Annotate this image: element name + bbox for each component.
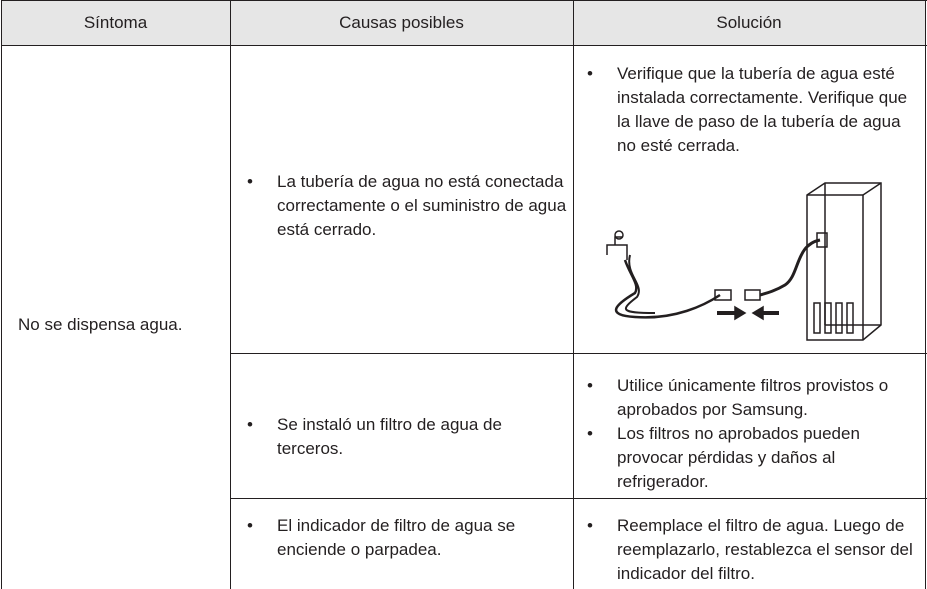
border (230, 0, 231, 589)
border (925, 0, 926, 589)
header-cell: Síntoma (83, 13, 148, 32)
symptom: No se dispensa agua. (18, 315, 183, 334)
header-cell: Solución (716, 13, 782, 32)
header-cell: Causas posibles (339, 13, 464, 32)
cause: La tubería de agua no está conectada cor… (247, 170, 567, 242)
border (230, 498, 927, 499)
solution: Los filtros no aprobados pueden provocar… (587, 422, 917, 494)
illustration (606, 182, 882, 341)
border (230, 353, 927, 354)
border (1, 45, 927, 46)
border (1, 0, 927, 1)
cause: Se instaló un filtro de agua de terceros… (247, 413, 567, 461)
border (573, 0, 574, 589)
solution: Reemplace el filtro de agua. Luego de re… (587, 514, 917, 586)
header-bg (1, 1, 926, 45)
solution: Verifique que la tubería de agua esté in… (587, 62, 917, 158)
cause: El indicador de filtro de agua se encien… (247, 514, 567, 562)
border (1, 0, 2, 589)
solution: Utilice únicamente filtros provistos o a… (587, 374, 917, 422)
